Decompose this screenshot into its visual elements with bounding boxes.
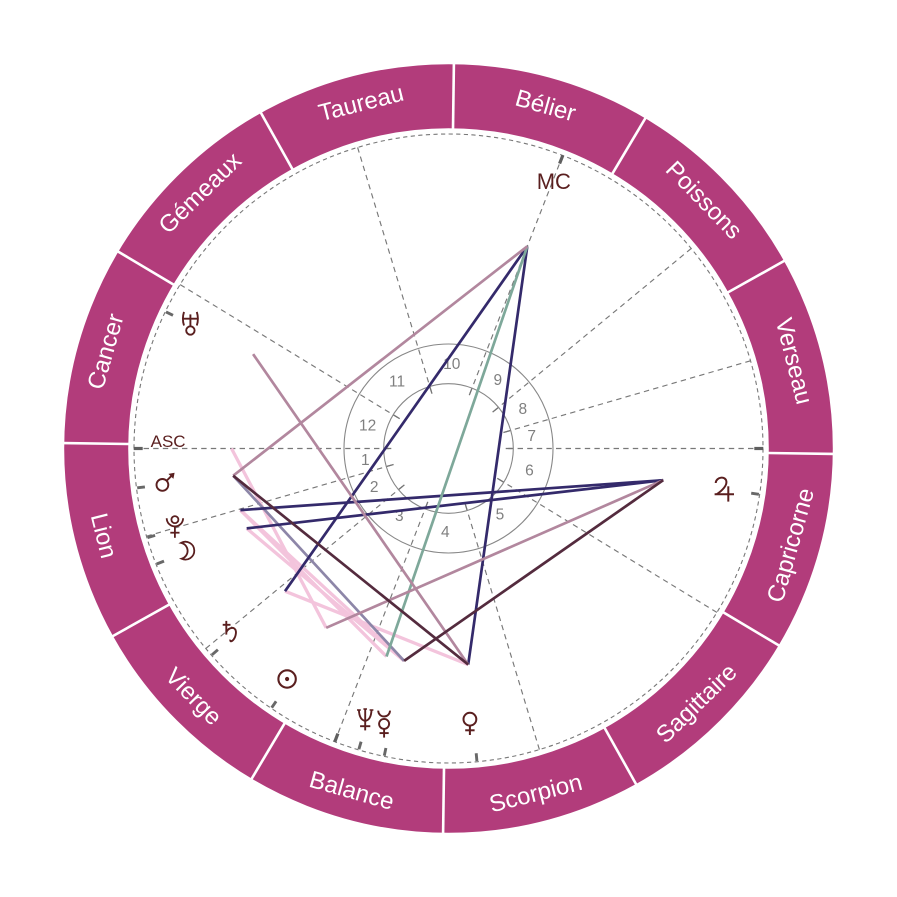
svg-text:4: 4 bbox=[441, 524, 450, 541]
svg-text:6: 6 bbox=[525, 463, 534, 480]
svg-text:7: 7 bbox=[527, 428, 536, 445]
svg-text:3: 3 bbox=[395, 508, 404, 525]
svg-text:11: 11 bbox=[389, 374, 405, 391]
svg-text:1: 1 bbox=[361, 452, 370, 469]
svg-text:ASC: ASC bbox=[151, 432, 186, 451]
svg-text:MC: MC bbox=[537, 169, 571, 194]
svg-text:5: 5 bbox=[496, 507, 505, 524]
svg-text:8: 8 bbox=[518, 401, 527, 418]
svg-text:12: 12 bbox=[359, 417, 376, 434]
svg-text:9: 9 bbox=[493, 372, 502, 389]
svg-text:2: 2 bbox=[370, 479, 379, 496]
